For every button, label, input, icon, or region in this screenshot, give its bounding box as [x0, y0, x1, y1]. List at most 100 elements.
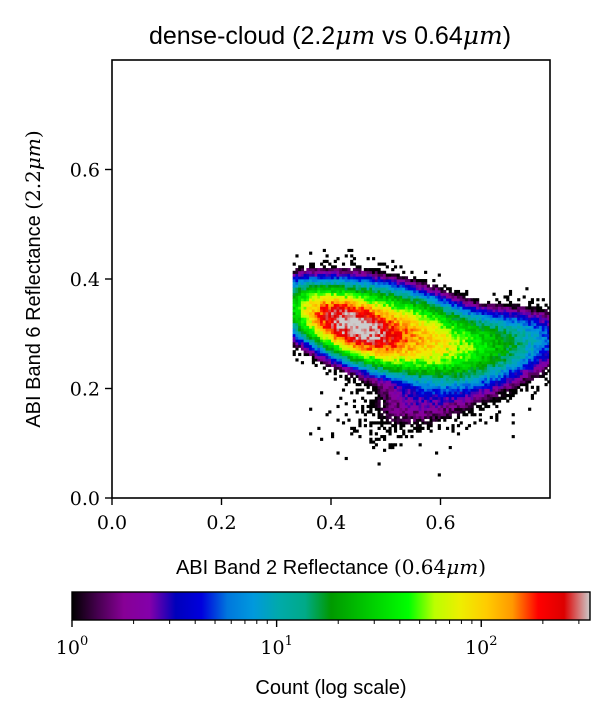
heatmap-cell — [511, 306, 515, 310]
heatmap-cell — [426, 410, 430, 414]
heatmap-cell — [399, 344, 403, 348]
heatmap-cell — [402, 385, 406, 389]
heatmap-cell — [331, 432, 335, 436]
heatmap-cell — [418, 396, 422, 400]
heatmap-cell — [358, 366, 362, 370]
heatmap-cell — [372, 341, 376, 346]
heatmap-cell — [437, 393, 441, 398]
heatmap-cell — [366, 358, 370, 362]
heatmap-cell — [388, 402, 392, 406]
heatmap-cell — [298, 268, 302, 272]
heatmap-cell — [435, 298, 439, 302]
heatmap-cell — [306, 300, 310, 305]
heatmap-cell — [478, 388, 482, 392]
heatmap-cell — [487, 377, 491, 381]
heatmap-cell — [544, 314, 548, 318]
heatmap-cell — [404, 372, 409, 376]
heatmap-cell — [311, 273, 315, 277]
heatmap-cell — [508, 350, 513, 354]
heatmap-cell — [328, 276, 332, 280]
heatmap-cell — [361, 311, 365, 315]
heatmap-cell — [366, 391, 370, 395]
heatmap-cell — [443, 314, 447, 318]
heatmap-cell — [377, 287, 381, 291]
heatmap-cell — [533, 352, 537, 357]
heatmap-cell — [467, 377, 472, 381]
heatmap-cell — [355, 383, 359, 387]
heatmap-cell — [511, 325, 515, 329]
heatmap-cell — [432, 374, 436, 378]
heatmap-cell — [363, 295, 367, 299]
heatmap-cell — [421, 358, 425, 362]
heatmap-cell — [503, 361, 507, 365]
heatmap-cell — [393, 380, 398, 384]
heatmap-cell — [320, 336, 324, 340]
heatmap-cell — [396, 399, 400, 403]
heatmap-cell — [451, 311, 455, 315]
heatmap-cell — [320, 281, 324, 285]
heatmap-cell — [344, 325, 348, 329]
heatmap-cell — [497, 336, 502, 340]
heatmap-cell — [374, 404, 378, 409]
heatmap-cell — [396, 281, 400, 285]
heatmap-cell — [421, 341, 425, 346]
heatmap-cell — [413, 393, 417, 398]
heatmap-cell — [440, 350, 444, 354]
heatmap-cell — [476, 352, 480, 357]
heatmap-cell — [415, 361, 419, 365]
heatmap-cell — [328, 262, 332, 266]
heatmap-cell — [440, 385, 444, 389]
heatmap-cell — [517, 374, 521, 378]
heatmap-cell — [495, 383, 499, 387]
heatmap-cell — [399, 276, 403, 280]
heatmap-cell — [320, 339, 324, 343]
heatmap-cell — [298, 344, 302, 348]
heatmap-cell — [393, 350, 398, 354]
heatmap-cell — [454, 292, 458, 296]
heatmap-cell — [514, 350, 518, 354]
heatmap-cell — [396, 347, 400, 351]
heatmap-cell — [331, 284, 335, 288]
heatmap-cell — [292, 287, 296, 291]
heatmap-cell — [432, 325, 436, 329]
heatmap-cell — [295, 339, 299, 343]
heatmap-cell — [372, 402, 376, 406]
heatmap-cell — [429, 385, 433, 389]
heatmap-cell — [314, 303, 318, 307]
heatmap-cell — [541, 320, 545, 324]
heatmap-cell — [421, 421, 425, 425]
heatmap-cell — [522, 383, 526, 387]
heatmap-cell — [435, 385, 439, 389]
heatmap-cell — [325, 259, 329, 263]
heatmap-cell — [459, 317, 463, 321]
heatmap-cell — [300, 341, 305, 346]
heatmap-cell — [410, 380, 414, 384]
heatmap-cell — [443, 369, 447, 373]
heatmap-cell — [388, 388, 392, 392]
heatmap-cell — [421, 320, 425, 324]
heatmap-cell — [358, 341, 362, 346]
heatmap-cell — [454, 311, 458, 315]
heatmap-cell — [410, 325, 414, 329]
heatmap-cell — [396, 388, 400, 392]
heatmap-cell — [388, 396, 392, 400]
heatmap-cell — [388, 287, 392, 291]
heatmap-cell — [421, 292, 425, 296]
heatmap-cell — [508, 358, 513, 362]
heatmap-cell — [396, 421, 400, 425]
heatmap-cell — [506, 393, 510, 398]
heatmap-cell — [421, 314, 425, 318]
heatmap-cell — [344, 295, 348, 299]
heatmap-cell — [448, 396, 452, 400]
heatmap-cell — [487, 366, 491, 370]
heatmap-cell — [454, 374, 458, 378]
heatmap-cell — [517, 298, 521, 302]
heatmap-cell — [517, 306, 521, 310]
heatmap-cell — [508, 331, 513, 335]
heatmap-cell — [511, 311, 515, 315]
heatmap-cell — [440, 352, 444, 357]
x-axis-ticks: 0.0 0.2 0.4 0.6 — [97, 498, 456, 534]
heatmap-cell — [377, 320, 381, 324]
heatmap-cell — [418, 352, 422, 357]
heatmap-cell — [402, 388, 406, 392]
